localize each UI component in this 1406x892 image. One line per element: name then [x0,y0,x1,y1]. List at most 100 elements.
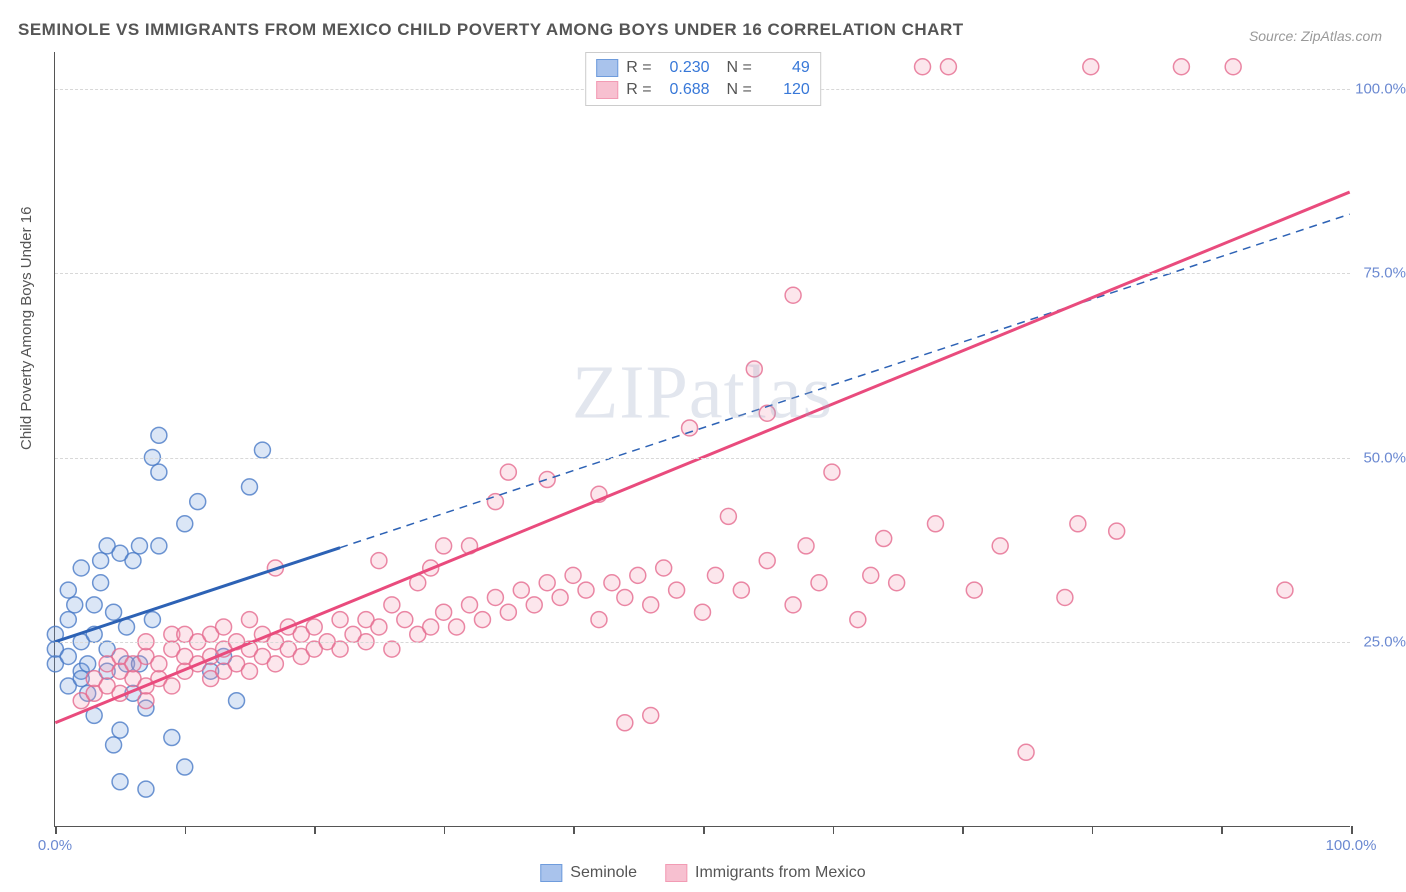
scatter-point [371,619,387,635]
legend-swatch [540,864,562,882]
scatter-point [138,693,154,709]
scatter-point [371,553,387,569]
trendline-dashed [340,214,1350,547]
y-tick-label: 100.0% [1355,80,1406,97]
scatter-point [151,656,167,672]
scatter-point [164,678,180,694]
scatter-point [539,575,555,591]
x-tick [962,826,964,834]
scatter-point [876,531,892,547]
scatter-point [131,538,147,554]
scatter-point [617,715,633,731]
legend-stats-row: R = 0.230 N = 49 [596,57,810,79]
scatter-point [241,612,257,628]
gridline [55,458,1350,459]
chart-svg [55,52,1350,826]
scatter-point [850,612,866,628]
scatter-point [86,597,102,613]
chart-title: SEMINOLE VS IMMIGRANTS FROM MEXICO CHILD… [18,20,964,40]
scatter-point [106,737,122,753]
scatter-point [474,612,490,628]
scatter-point [436,604,452,620]
scatter-point [591,612,607,628]
scatter-point [1018,744,1034,760]
scatter-point [733,582,749,598]
scatter-point [241,479,257,495]
gridline [55,273,1350,274]
scatter-point [112,722,128,738]
scatter-point [216,619,232,635]
legend-r-value: 0.230 [660,59,710,77]
scatter-point [1057,589,1073,605]
source-attribution: Source: ZipAtlas.com [1249,28,1382,44]
legend-series-item: Immigrants from Mexico [665,864,866,882]
x-tick [314,826,316,834]
legend-stats: R = 0.230 N = 49 R = 0.688 N = 120 [585,52,821,106]
y-tick-label: 25.0% [1363,634,1406,651]
scatter-point [306,619,322,635]
scatter-point [93,575,109,591]
legend-series-label: Seminole [570,864,637,882]
scatter-point [746,361,762,377]
scatter-point [915,59,931,75]
scatter-point [785,597,801,613]
scatter-point [384,641,400,657]
scatter-point [707,567,723,583]
scatter-point [798,538,814,554]
scatter-point [332,612,348,628]
scatter-point [682,420,698,436]
legend-n-value: 49 [760,59,810,77]
scatter-point [604,575,620,591]
scatter-point [436,538,452,554]
scatter-point [93,553,109,569]
x-tick [185,826,187,834]
scatter-point [759,553,775,569]
x-tick-label: 100.0% [1326,837,1377,854]
legend-n-label: N = [718,81,752,99]
scatter-point [267,656,283,672]
legend-n-value: 120 [760,81,810,99]
scatter-point [940,59,956,75]
scatter-point [863,567,879,583]
scatter-point [630,567,646,583]
scatter-point [138,781,154,797]
x-tick-label: 0.0% [38,837,72,854]
legend-series: Seminole Immigrants from Mexico [540,864,865,882]
scatter-point [60,582,76,598]
scatter-point [177,759,193,775]
legend-r-label: R = [626,81,651,99]
scatter-point [720,508,736,524]
y-tick-label: 50.0% [1363,449,1406,466]
scatter-point [643,597,659,613]
x-tick [444,826,446,834]
scatter-point [384,597,400,613]
x-tick [55,826,57,834]
legend-swatch [596,81,618,99]
scatter-point [397,612,413,628]
legend-stats-row: R = 0.688 N = 120 [596,79,810,101]
scatter-point [151,427,167,443]
plot-area: ZIPatlas 25.0%50.0%75.0%100.0%0.0%100.0% [54,52,1350,827]
scatter-point [500,464,516,480]
scatter-point [190,494,206,510]
x-tick [1092,826,1094,834]
scatter-point [164,730,180,746]
scatter-point [513,582,529,598]
scatter-point [539,472,555,488]
scatter-point [125,553,141,569]
legend-swatch [596,59,618,77]
scatter-point [927,516,943,532]
legend-r-label: R = [626,59,651,77]
scatter-point [1277,582,1293,598]
scatter-point [526,597,542,613]
legend-series-label: Immigrants from Mexico [695,864,866,882]
scatter-point [1173,59,1189,75]
scatter-point [241,663,257,679]
scatter-point [487,494,503,510]
scatter-point [151,464,167,480]
x-tick [703,826,705,834]
y-tick-label: 75.0% [1363,265,1406,282]
scatter-point [552,589,568,605]
scatter-point [1109,523,1125,539]
scatter-point [112,774,128,790]
